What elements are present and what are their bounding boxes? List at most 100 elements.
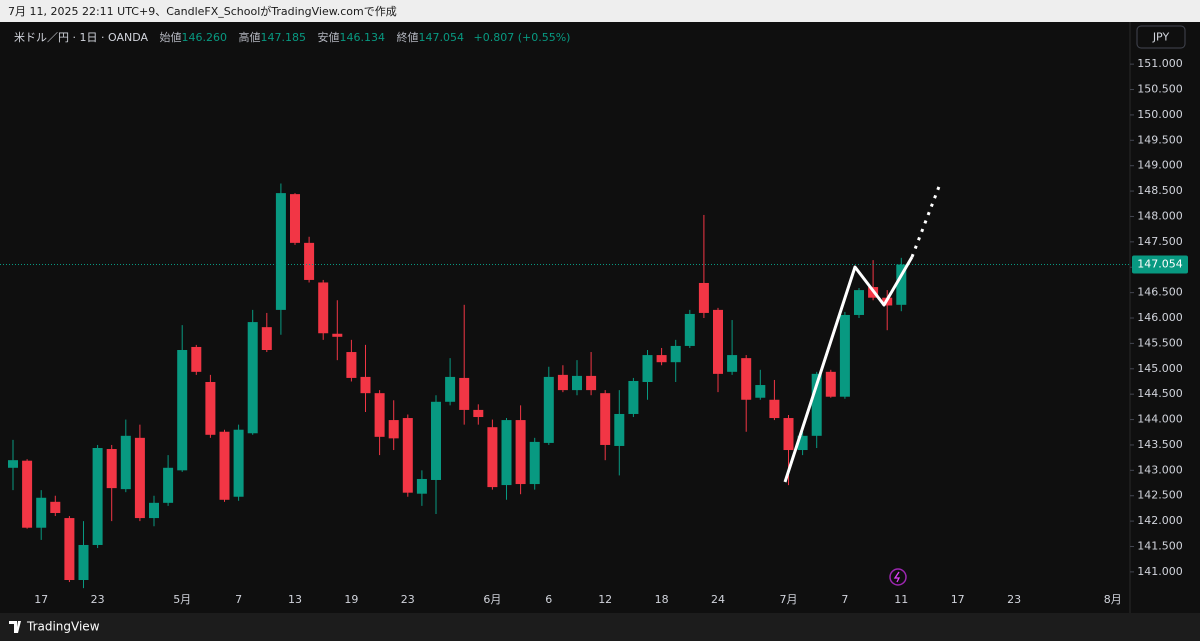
candle-body (543, 376, 554, 443)
x-tick-label: 18 (655, 593, 669, 606)
last-price-label: 147.054 (1137, 257, 1183, 270)
y-tick-label: 146.000 (1137, 311, 1183, 324)
candle-body (8, 460, 18, 468)
candle-body (670, 345, 681, 363)
y-tick-label: 145.500 (1137, 336, 1183, 349)
candle-body (783, 418, 794, 451)
currency-button[interactable] (1136, 25, 1186, 49)
x-tick-label: 13 (288, 593, 302, 606)
x-tick-label: 6月 (483, 593, 501, 606)
event-icon-bolt (893, 571, 901, 583)
candle-body (586, 375, 597, 391)
plot-background (0, 22, 1200, 613)
y-tick-label: 148.000 (1137, 209, 1183, 222)
high-label: 高値 (238, 31, 261, 44)
candle-body (684, 313, 695, 346)
trend-projection[interactable] (910, 183, 942, 258)
candle-body (487, 427, 498, 488)
candle-body (120, 435, 131, 490)
y-tick-label: 144.500 (1137, 387, 1183, 400)
event-icon[interactable] (889, 568, 907, 586)
trend-drawing[interactable] (783, 256, 914, 483)
candle-body (431, 401, 441, 480)
candle-body (304, 242, 315, 280)
open-value: 146.260 (181, 31, 228, 44)
x-tick-label: 7 (235, 593, 242, 606)
y-tick-label: 144.000 (1137, 413, 1183, 426)
x-tick-label: 23 (91, 593, 105, 606)
candle-body (149, 502, 159, 519)
candle-body (839, 314, 850, 397)
candle-body (445, 376, 456, 402)
candle-body (36, 497, 47, 528)
ohlc-legend: 米ドル／円 · 1日 · OANDA 始値146.260 高値147.185 安… (14, 29, 570, 45)
candle-body (755, 385, 766, 398)
candle-body (811, 373, 822, 436)
candle-body (402, 418, 413, 493)
x-tick-label: 23 (1007, 593, 1021, 606)
candle-body (473, 409, 484, 418)
x-tick-label: 5月 (173, 593, 191, 606)
candle-body (318, 282, 329, 334)
y-tick-label: 150.500 (1137, 83, 1183, 96)
candle-body (92, 447, 103, 545)
candle-body (388, 420, 399, 439)
candle-body (163, 467, 174, 503)
x-tick-label: 19 (344, 593, 358, 606)
last-price-tag (1132, 255, 1188, 274)
plot-area: 141.000 141.500 142.000 142.500 143.000 143.5… (0, 57, 1188, 606)
x-tick-label: 11 (894, 593, 908, 606)
brand-name: TradingView (26, 620, 100, 634)
candle-body (656, 355, 667, 363)
candle-body (50, 501, 61, 513)
candle-body (205, 381, 216, 435)
candle-body (106, 449, 117, 489)
candle-body (713, 309, 723, 374)
candle-body (854, 290, 864, 315)
y-tick-label: 141.000 (1137, 565, 1183, 578)
candle-body (247, 322, 258, 434)
y-tick-label: 146.500 (1137, 286, 1183, 299)
y-tick-label: 149.000 (1137, 159, 1183, 172)
symbol: 米ドル／円 · 1日 · OANDA (14, 31, 148, 44)
x-tick-label: 12 (598, 593, 612, 606)
candle-body (600, 393, 611, 445)
high-value: 147.185 (260, 31, 307, 44)
candle-body (572, 375, 582, 391)
x-tick-label: 17 (951, 593, 965, 606)
candle-body (233, 429, 244, 497)
candle-body (557, 374, 568, 391)
y-tick-label: 147.500 (1137, 235, 1183, 248)
y-tick-label: 148.500 (1137, 184, 1183, 197)
y-tick-label: 151.000 (1137, 57, 1183, 70)
y-tick-label: 145.000 (1137, 362, 1183, 375)
currency-label[interactable]: JPY (1152, 31, 1170, 44)
change-value: +0.807 (+0.55%) (473, 31, 571, 44)
y-tick-label: 141.500 (1137, 540, 1183, 553)
candle-body (290, 194, 300, 243)
brand-logo (9, 621, 21, 633)
candle-body (261, 327, 272, 351)
close-label: 終値 (396, 31, 419, 44)
x-tick-label: 23 (401, 593, 415, 606)
candle-body (727, 355, 738, 372)
candle-body (459, 377, 470, 410)
candle-body (332, 333, 343, 337)
candle-body (698, 282, 709, 313)
candle-body (78, 544, 89, 581)
candle-body (64, 518, 75, 581)
candle-body (614, 413, 625, 446)
candle-body (896, 264, 907, 305)
candle-body (515, 420, 526, 485)
candle-body (501, 420, 512, 486)
candle-body (275, 193, 286, 310)
x-tick-label: 7月 (780, 593, 798, 606)
x-tick-label: 7 (841, 593, 848, 606)
candle-body (177, 350, 188, 471)
low-value: 146.134 (339, 31, 386, 44)
close-value: 147.054 (418, 31, 465, 44)
open-label: 始値 (159, 31, 182, 44)
candle-body (628, 380, 639, 414)
